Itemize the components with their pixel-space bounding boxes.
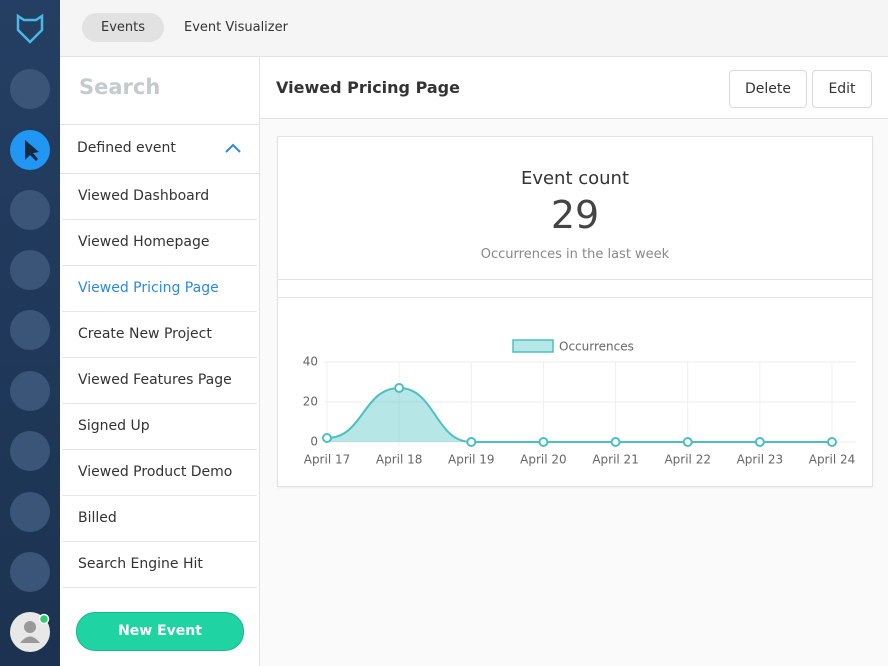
page-title: Viewed Pricing Page — [276, 78, 460, 97]
x-tick-label: April 20 — [520, 453, 567, 467]
event-item[interactable]: Viewed Product Demo — [62, 450, 257, 496]
x-tick-label: April 18 — [376, 453, 423, 467]
nav-icon[interactable] — [10, 371, 50, 411]
nav-icon[interactable] — [10, 190, 50, 230]
search-input[interactable]: Search — [79, 75, 161, 99]
nav-icon[interactable] — [10, 250, 50, 290]
status-dot — [38, 613, 50, 625]
point — [394, 383, 405, 393]
stat-label: Event count — [520, 168, 630, 189]
top-bar: Events Event Visualizer — [60, 0, 888, 57]
sidebar: Search Defined event Viewed Dashboard Vie… — [60, 57, 260, 666]
point — [754, 437, 765, 447]
event-item[interactable]: Create New Project — [62, 312, 257, 358]
tab[interactable]: Event Visualizer — [184, 20, 288, 35]
event-item[interactable]: Search Engine Hit — [62, 542, 257, 588]
point — [538, 437, 549, 447]
event-name: Viewed Pricing Page — [78, 280, 219, 296]
delete-button[interactable]: Delete — [729, 70, 807, 108]
divider — [278, 297, 872, 298]
point — [827, 437, 837, 447]
event-name: Viewed Dashboard — [78, 188, 210, 204]
event-item[interactable]: Billed — [62, 496, 257, 542]
legend-swatch — [512, 339, 554, 353]
avatar-head — [24, 621, 36, 633]
event-item[interactable]: Signed Up — [62, 404, 257, 450]
event-item[interactable]: Viewed Pricing Page — [62, 266, 257, 312]
event-name: Search Engine Hit — [78, 556, 203, 572]
area — [327, 388, 832, 442]
event-name: Viewed Homepage — [78, 234, 210, 250]
event-name: Billed — [78, 510, 117, 526]
point — [610, 437, 621, 447]
y-tick-label: 40 — [303, 355, 318, 369]
event-item[interactable]: Viewed Dashboard — [62, 174, 257, 220]
x-tick-label: April 23 — [737, 453, 784, 467]
tab[interactable]: Events — [82, 13, 165, 42]
stat-card: Event count 29 Occurrences in the last w… — [277, 136, 873, 280]
event-name: Signed Up — [78, 418, 150, 434]
event-name: Viewed Features Page — [78, 372, 232, 388]
point — [322, 433, 332, 443]
event-name: Create New Project — [78, 326, 212, 342]
x-tick-label: April 21 — [592, 453, 639, 467]
y-tick-label: 20 — [303, 395, 318, 409]
nav-icon[interactable] — [10, 69, 50, 109]
x-tick-label: April 22 — [664, 453, 711, 467]
x-tick-label: April 19 — [448, 453, 495, 467]
chart: 0 20 40 April 17 April 18 April 19 April 20 Apr… — [303, 339, 856, 467]
nav-icon[interactable] — [10, 431, 50, 471]
section-header[interactable]: Defined event — [60, 124, 259, 174]
point — [466, 437, 477, 447]
logo — [16, 13, 44, 44]
event-item[interactable]: Viewed Homepage — [62, 220, 257, 266]
rail-icons — [10, 13, 50, 652]
new-event-button[interactable]: New Event — [76, 612, 244, 651]
stat-caption: Occurrences in the last week — [480, 247, 670, 262]
header: Viewed Pricing Page Delete Edit — [260, 57, 888, 119]
chart-card: 0 20 40 April 17 April 18 April 19 April 20 Apr… — [277, 279, 873, 487]
section-title: Defined event — [77, 140, 176, 156]
stat-value: 29 — [550, 193, 600, 237]
point — [682, 437, 693, 447]
nav-icon[interactable] — [10, 310, 50, 350]
nav-icon[interactable] — [10, 492, 50, 532]
y-tick-label: 0 — [310, 435, 318, 449]
x-tick-label: April 24 — [809, 453, 856, 467]
event-name: Viewed Product Demo — [78, 464, 233, 480]
nav-icon[interactable] — [10, 552, 50, 592]
event-item[interactable]: Viewed Features Page — [62, 358, 257, 404]
cursor-icon — [25, 140, 39, 161]
x-tick-label: April 17 — [304, 453, 351, 467]
edit-button[interactable]: Edit — [812, 70, 872, 108]
icon-rail — [0, 0, 60, 666]
chevron — [225, 143, 241, 153]
legend-label: Occurrences — [559, 340, 634, 354]
avatar-body — [20, 636, 40, 643]
